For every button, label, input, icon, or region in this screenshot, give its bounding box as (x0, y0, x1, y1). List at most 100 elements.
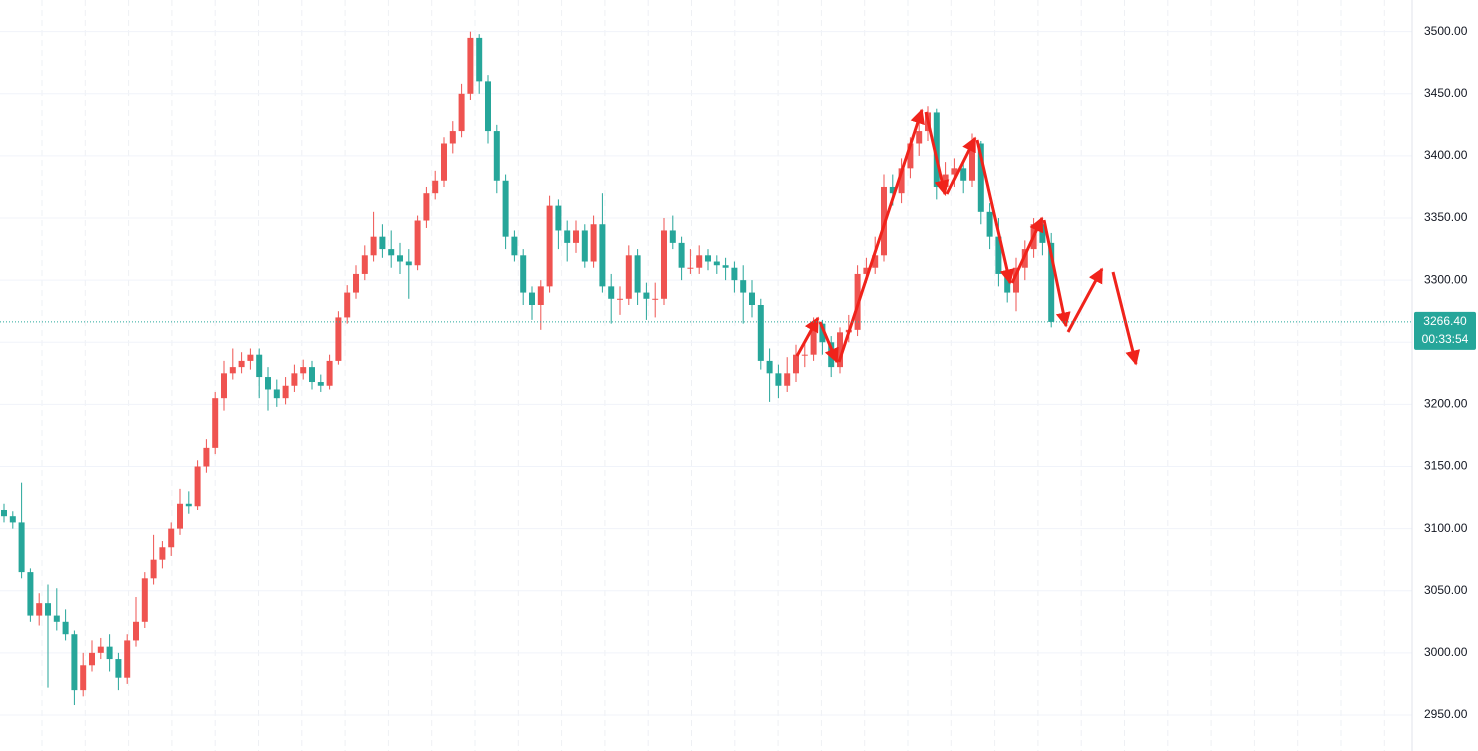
candle-body (265, 377, 271, 390)
candle-body (493, 131, 500, 181)
candle-body (221, 373, 227, 399)
candle-body (485, 81, 491, 132)
candle-body (467, 37, 474, 94)
candle-body (617, 298, 623, 300)
candle-body (282, 385, 289, 399)
candle-body (432, 180, 439, 194)
candle-body (863, 267, 870, 274)
candle-body (960, 168, 967, 181)
y-tick-label: 3000.00 (1424, 645, 1468, 659)
arrow (795, 316, 820, 357)
candle-body (678, 242, 685, 268)
last-price-label: 3266.40 (1423, 314, 1467, 328)
candle-body (801, 354, 808, 356)
candle-body (53, 615, 60, 622)
candle-body (810, 323, 817, 355)
arrow (1042, 219, 1071, 328)
candle-body (124, 640, 131, 678)
candle-body (722, 265, 729, 268)
price-axis: 2950.00 3000.00 3050.00 3100.00 3150.00 3200.… (1424, 24, 1468, 721)
candle-body (361, 255, 368, 274)
candle-body (203, 447, 210, 467)
y-tick-label: 3200.00 (1424, 397, 1468, 411)
arrow (1066, 267, 1104, 333)
y-tick-label: 2950.00 (1424, 707, 1468, 721)
candle-body (194, 466, 201, 507)
candle-body (520, 255, 527, 293)
candle-body (177, 503, 183, 529)
candle-body (713, 261, 720, 266)
candle-body (344, 292, 351, 318)
candle-body (379, 236, 386, 250)
y-tick-label: 3050.00 (1424, 583, 1468, 597)
candle-body (933, 112, 940, 187)
candle-body (71, 634, 78, 691)
y-tick-label: 3300.00 (1424, 272, 1468, 286)
candle-body (969, 143, 975, 181)
candle-body (309, 367, 315, 383)
candle-body (45, 603, 51, 616)
candle-body (977, 143, 984, 212)
arrow (975, 139, 1015, 285)
candle-body (97, 646, 104, 653)
candle-body (872, 255, 879, 268)
arrow (924, 111, 950, 196)
candle-body (502, 180, 509, 237)
candle-body (141, 578, 148, 622)
candle-body (80, 665, 87, 691)
candle-body (27, 572, 34, 616)
candle-body (564, 230, 571, 243)
candle-body (608, 286, 615, 299)
candle-body (731, 267, 738, 281)
y-tick-label: 3500.00 (1424, 24, 1468, 38)
last-price-box (1414, 311, 1476, 350)
candle-body (573, 230, 579, 243)
countdown-label: 00:33:54 (1422, 332, 1469, 346)
candle-body (414, 220, 421, 266)
candle-body (159, 547, 166, 560)
candle-body (1039, 224, 1046, 243)
candle-body (661, 230, 667, 299)
candle-body (529, 292, 535, 305)
candle-body (511, 236, 518, 256)
candle-body (705, 255, 711, 262)
candle-body (449, 131, 456, 144)
candle-body (18, 522, 25, 573)
candle-body (353, 273, 359, 293)
candle-body (185, 503, 192, 507)
candle-body (907, 143, 914, 169)
candle-body (62, 621, 69, 635)
candle-body (986, 211, 993, 237)
candle-body (793, 354, 799, 374)
candle-body (837, 332, 843, 368)
candle-body (441, 143, 447, 181)
candle-body (405, 261, 412, 266)
candle-body (889, 186, 896, 194)
y-tick-label: 3400.00 (1424, 148, 1468, 162)
candle-body (388, 249, 395, 256)
candles (1, 31, 1055, 706)
candle-body (757, 304, 764, 361)
annotation-arrows (795, 108, 1141, 366)
arrow (1010, 216, 1044, 284)
candle-body (115, 659, 122, 678)
candle-body (634, 255, 641, 293)
y-tick-label: 3100.00 (1424, 521, 1468, 535)
candle-body (89, 652, 95, 666)
candle-body (291, 373, 298, 386)
candle-body (106, 646, 113, 660)
arrow (837, 108, 925, 363)
candle-body (546, 205, 553, 287)
candle-body (599, 224, 606, 287)
candle-body (150, 559, 157, 579)
candle-body (916, 131, 923, 144)
candle-body (317, 382, 324, 386)
candle-body (476, 37, 483, 82)
y-tick-label: 3350.00 (1424, 210, 1468, 224)
candle-body (898, 168, 905, 194)
candle-body (168, 528, 175, 548)
candle-body (229, 367, 236, 374)
candle-body (555, 205, 562, 231)
horizontal-grid (0, 31, 1412, 716)
arrow (1111, 271, 1141, 366)
